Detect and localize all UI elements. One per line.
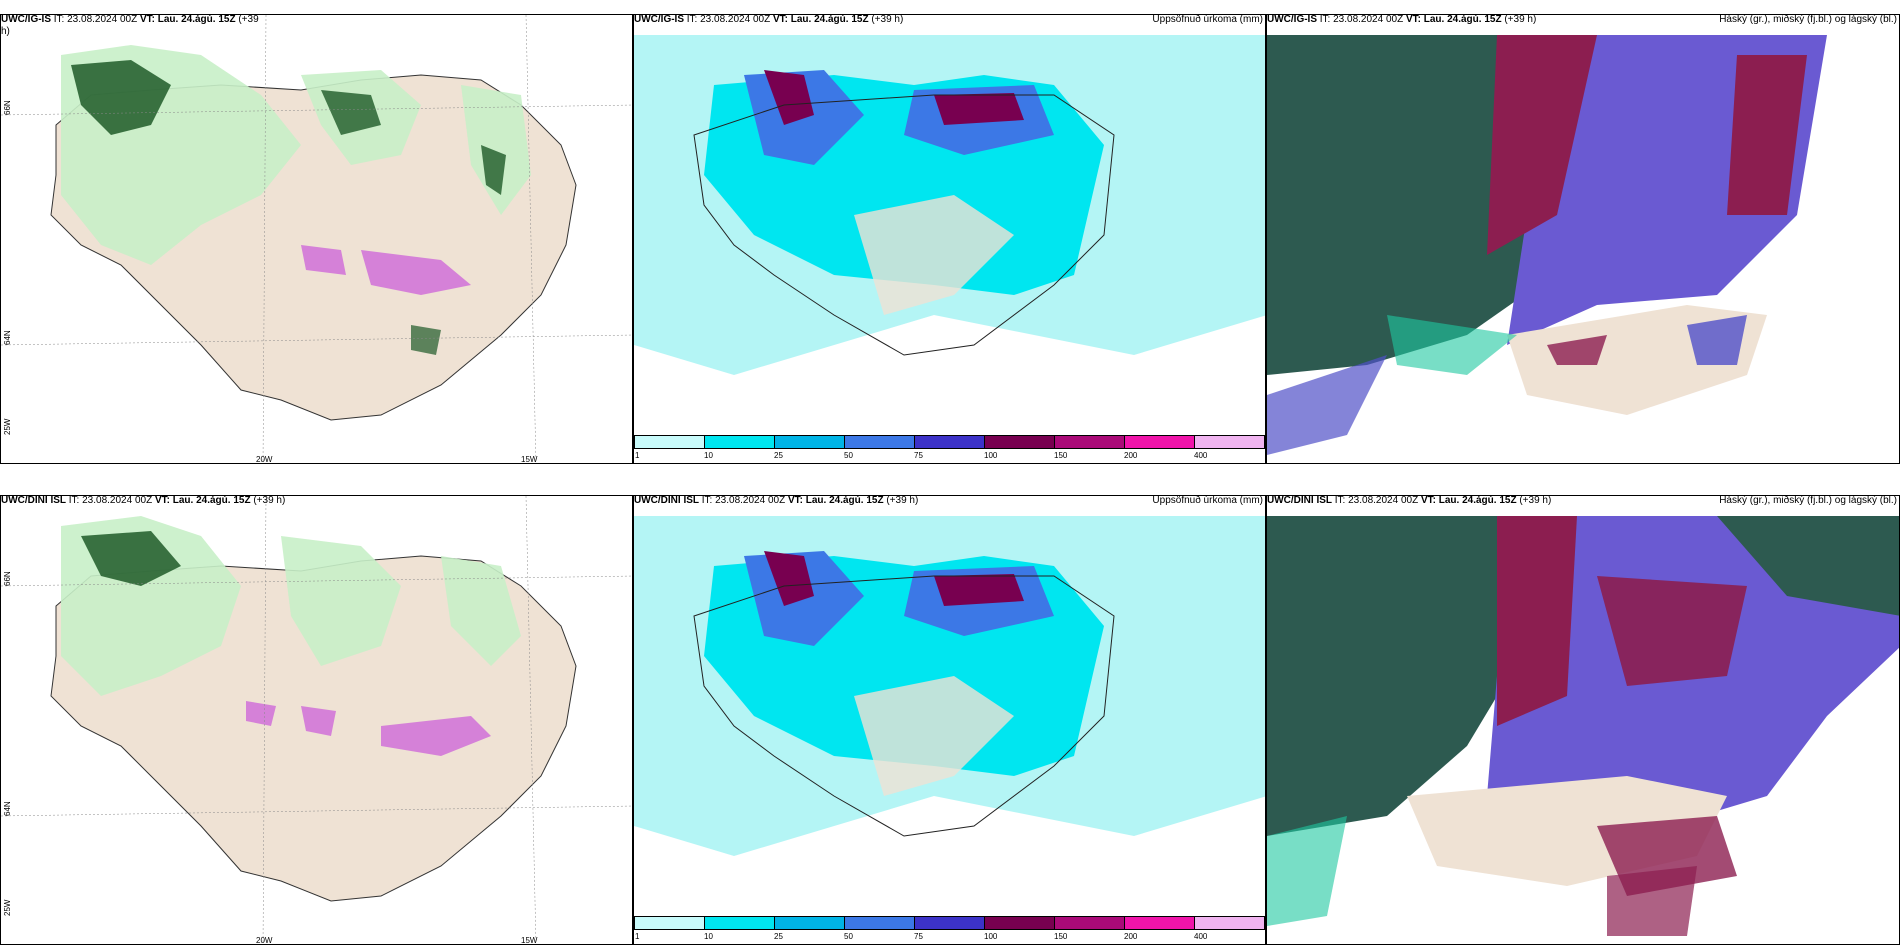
lat-label-64n: 64N — [3, 330, 12, 345]
wind-panel-title: UWC/IG-IS IT: 23.08.2024 00Z VT: Lau. 24… — [1, 14, 259, 37]
cbar2-seg-6 — [1055, 917, 1125, 929]
wind-map-2 — [1, 496, 632, 944]
lon-label-20w: 20W — [256, 455, 273, 464]
cloud-panel-label-2: Háský (gr.), miðský (fj.bl.) og lágský (… — [1719, 495, 1897, 506]
lon-label-25w: 25W — [3, 418, 12, 435]
cbar-ticks-2: 1 10 25 50 75 100 150 200 400 — [635, 932, 1208, 941]
precip-colorbar-2 — [634, 916, 1265, 930]
cbar-seg-4 — [915, 436, 985, 448]
cbar-seg-0 — [635, 436, 705, 448]
cbar2-seg-8 — [1195, 917, 1264, 929]
wind-panel-row1: UWC/IG-IS IT: 23.08.2024 00Z VT: Lau. 24… — [0, 14, 633, 464]
lon-label-20w-2: 20W — [256, 936, 273, 945]
cbar-seg-3 — [845, 436, 915, 448]
wind-map — [1, 15, 632, 463]
cloud-panel-label: Háský (gr.), miðský (fj.bl.) og lágský (… — [1719, 14, 1897, 25]
precip-panel-label: Uppsöfnuð úrkoma (mm) — [1152, 14, 1263, 25]
lat-label-66n-2: 66N — [3, 571, 12, 586]
cbar2-seg-0 — [635, 917, 705, 929]
cloud-panel-row1: UWC/IG-IS IT: 23.08.2024 00Z VT: Lau. 24… — [1266, 14, 1900, 464]
cbar2-seg-5 — [985, 917, 1055, 929]
lat-label-64n-2: 64N — [3, 801, 12, 816]
precip-map-2 — [634, 496, 1265, 916]
precip-panel-row1: UWC/IG-IS IT: 23.08.2024 00Z VT: Lau. 24… — [633, 14, 1266, 464]
cbar-seg-6 — [1055, 436, 1125, 448]
cloud-panel-title: UWC/IG-IS IT: 23.08.2024 00Z VT: Lau. 24… — [1267, 14, 1537, 25]
wind-panel-row2: UWC/DINI ISL IT: 23.08.2024 00Z VT: Lau.… — [0, 495, 633, 945]
precip-map — [634, 15, 1265, 435]
cloud-map-2 — [1267, 496, 1899, 944]
lon-label-15w-2: 15W — [521, 936, 538, 945]
cloud-panel-row2: UWC/DINI ISL IT: 23.08.2024 00Z VT: Lau.… — [1266, 495, 1900, 945]
precip-panel-title-2: UWC/DINI ISL IT: 23.08.2024 00Z VT: Lau.… — [634, 495, 919, 506]
cbar2-seg-1 — [705, 917, 775, 929]
cbar2-seg-3 — [845, 917, 915, 929]
cbar2-seg-2 — [775, 917, 845, 929]
precip-panel-row2: UWC/DINI ISL IT: 23.08.2024 00Z VT: Lau.… — [633, 495, 1266, 945]
cloud-panel-title-2: UWC/DINI ISL IT: 23.08.2024 00Z VT: Lau.… — [1267, 495, 1552, 506]
cbar-seg-5 — [985, 436, 1055, 448]
cloud-map — [1267, 15, 1899, 463]
cbar-seg-1 — [705, 436, 775, 448]
lon-label-15w: 15W — [521, 455, 538, 464]
precip-colorbar — [634, 435, 1265, 449]
cbar2-seg-4 — [915, 917, 985, 929]
cbar-ticks: 1 10 25 50 75 100 150 200 400 — [635, 451, 1208, 460]
lat-label-66n: 66N — [3, 100, 12, 115]
wind-panel-title-2: UWC/DINI ISL IT: 23.08.2024 00Z VT: Lau.… — [1, 495, 286, 506]
cbar-seg-2 — [775, 436, 845, 448]
cbar2-seg-7 — [1125, 917, 1195, 929]
precip-panel-label-2: Uppsöfnuð úrkoma (mm) — [1152, 495, 1263, 506]
cbar-seg-8 — [1195, 436, 1264, 448]
precip-panel-title: UWC/IG-IS IT: 23.08.2024 00Z VT: Lau. 24… — [634, 14, 904, 25]
lon-label-25w-2: 25W — [3, 899, 12, 916]
cbar-seg-7 — [1125, 436, 1195, 448]
